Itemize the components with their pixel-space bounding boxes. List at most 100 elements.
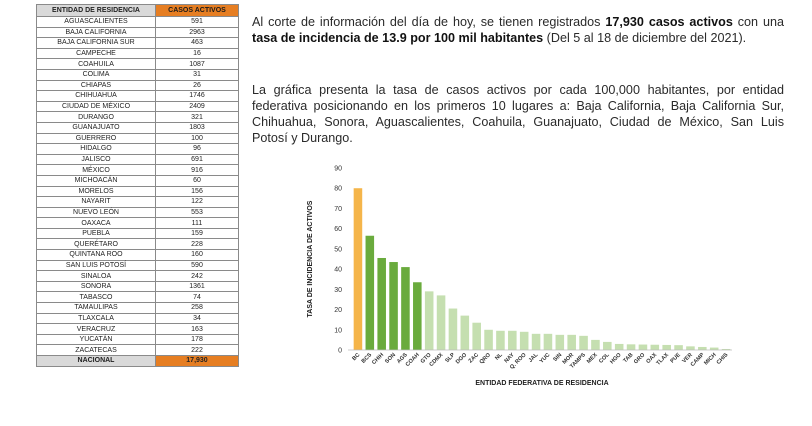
table-row: AGUASCALIENTES 591 bbox=[36, 16, 239, 28]
row-casos: 163 bbox=[155, 323, 239, 335]
row-casos: 31 bbox=[155, 68, 239, 81]
row-entidad: SINALOA bbox=[36, 270, 156, 282]
row-entidad: CAMPECHE bbox=[36, 47, 156, 60]
y-tick-label: 70 bbox=[334, 206, 342, 213]
row-casos: 222 bbox=[155, 344, 239, 356]
y-axis-title: TASA DE INCIDENCIA DE ACTIVOS bbox=[307, 200, 314, 317]
bar bbox=[401, 267, 410, 350]
row-entidad: BAJA CALIFORNIA bbox=[36, 26, 156, 39]
row-casos: 591 bbox=[155, 16, 239, 28]
x-tick-label: YUC bbox=[539, 352, 552, 365]
x-tick-label: CHIS bbox=[716, 352, 730, 366]
bar bbox=[686, 346, 695, 350]
x-tick-label: COAH bbox=[405, 352, 421, 368]
row-casos: 228 bbox=[155, 238, 239, 251]
row-entidad: TAMAULIPAS bbox=[36, 302, 156, 314]
row-casos: 178 bbox=[155, 333, 239, 346]
row-casos: 590 bbox=[155, 259, 239, 272]
row-entidad: COAHUILA bbox=[36, 58, 156, 70]
row-entidad: JALISCO bbox=[36, 153, 156, 166]
row-entidad: MÉXICO bbox=[36, 164, 156, 176]
row-entidad: SAN LUIS POTOSÍ bbox=[36, 259, 156, 272]
row-entidad: OAXACA bbox=[36, 217, 156, 229]
x-tick-label: MICH bbox=[703, 352, 717, 366]
row-entidad: YUCATÁN bbox=[36, 333, 156, 346]
table-row: CAMPECHE 16 bbox=[36, 47, 239, 60]
row-entidad: QUERÉTARO bbox=[36, 238, 156, 251]
row-casos: 691 bbox=[155, 153, 239, 166]
row-entidad: GUERRERO bbox=[36, 132, 156, 145]
bar bbox=[389, 262, 398, 350]
bar bbox=[531, 333, 541, 350]
table-row: PUEBLA 159 bbox=[36, 227, 239, 240]
row-entidad: MORELOS bbox=[36, 185, 156, 198]
bar bbox=[413, 282, 422, 350]
bar bbox=[448, 308, 458, 350]
row-casos: 1361 bbox=[155, 280, 239, 293]
header-entidad: ENTIDAD DE RESIDENCIA bbox=[36, 4, 156, 17]
table-row: DURANGO 321 bbox=[36, 111, 239, 123]
y-tick-label: 60 bbox=[334, 226, 342, 233]
x-tick-label: CDMX bbox=[429, 352, 445, 368]
bar bbox=[484, 329, 493, 350]
table-row: COLIMA 31 bbox=[36, 68, 239, 81]
x-tick-label: PUE bbox=[670, 352, 683, 365]
table-row: COAHUILA 1087 bbox=[36, 58, 239, 70]
bar bbox=[721, 348, 731, 350]
table-row: CHIAPAS 26 bbox=[36, 79, 239, 92]
table-row: VERACRUZ 163 bbox=[36, 323, 239, 335]
row-casos: 111 bbox=[155, 217, 239, 229]
bar bbox=[353, 188, 363, 350]
x-tick-label: HGO bbox=[609, 352, 623, 366]
bar bbox=[436, 295, 446, 350]
bar bbox=[555, 334, 565, 350]
row-casos: 60 bbox=[155, 174, 239, 187]
row-casos: 34 bbox=[155, 312, 239, 325]
row-entidad: CHIHUAHUA bbox=[36, 90, 156, 102]
bar bbox=[519, 331, 529, 350]
y-tick-label: 80 bbox=[334, 186, 342, 193]
row-casos: 160 bbox=[155, 249, 239, 261]
x-tick-label: TAB bbox=[622, 352, 634, 364]
row-casos: 463 bbox=[155, 37, 239, 49]
x-tick-label: NL bbox=[494, 352, 504, 362]
row-entidad: TABASCO bbox=[36, 291, 156, 304]
x-tick-label: DGO bbox=[455, 352, 469, 366]
bar bbox=[650, 344, 660, 350]
x-axis-title: ENTIDAD FEDERATIVA DE RESIDENCIA bbox=[475, 380, 608, 387]
bar bbox=[638, 344, 648, 350]
header-casos: CASOS ACTIVOS bbox=[155, 4, 239, 17]
y-tick-label: 30 bbox=[334, 287, 342, 294]
row-casos: 916 bbox=[155, 164, 239, 176]
table-row: SINALOA 242 bbox=[36, 270, 239, 282]
row-entidad: CHIAPAS bbox=[36, 79, 156, 92]
bar bbox=[674, 345, 683, 350]
row-casos: 122 bbox=[155, 196, 239, 208]
x-tick-label: ZAC bbox=[468, 352, 480, 364]
row-entidad: BAJA CALIFORNIA SUR bbox=[36, 37, 156, 49]
y-tick-label: 90 bbox=[334, 166, 342, 173]
x-tick-label: CHIH bbox=[371, 352, 385, 366]
table-row: CIUDAD DE MÉXICO 2409 bbox=[36, 100, 239, 113]
table-row: TAMAULIPAS 258 bbox=[36, 302, 239, 314]
bar bbox=[472, 322, 481, 350]
chart-description-paragraph: La gráfica presenta la tasa de casos act… bbox=[252, 83, 784, 145]
row-casos: 1087 bbox=[155, 58, 239, 70]
summary-text-e: (Del 5 al 18 de diciembre del 2021). bbox=[543, 31, 747, 45]
row-entidad: AGUASCALIENTES bbox=[36, 16, 156, 28]
table-row: JALISCO 691 bbox=[36, 153, 239, 166]
table-row: NAYARIT 122 bbox=[36, 196, 239, 208]
bar bbox=[626, 344, 636, 350]
table-row: ZACATECAS 222 bbox=[36, 344, 239, 356]
row-entidad: CIUDAD DE MÉXICO bbox=[36, 100, 156, 113]
bar bbox=[377, 257, 386, 350]
cases-table: ENTIDAD DE RESIDENCIA CASOS ACTIVOS AGUA… bbox=[36, 4, 239, 367]
table-row: SAN LUIS POTOSÍ 590 bbox=[36, 259, 239, 272]
table-row: TLAXCALA 34 bbox=[36, 312, 239, 325]
row-casos: 2963 bbox=[155, 26, 239, 39]
y-tick-label: 40 bbox=[334, 267, 342, 274]
y-axis: 0 10 20 30 40 50 60 70 80 90 bbox=[334, 166, 342, 355]
row-entidad: VERACRUZ bbox=[36, 323, 156, 335]
row-entidad: PUEBLA bbox=[36, 227, 156, 240]
